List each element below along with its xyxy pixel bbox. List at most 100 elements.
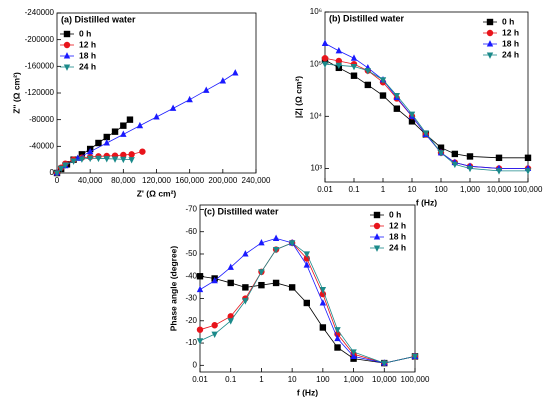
marker <box>242 284 249 291</box>
marker <box>242 250 249 257</box>
plot-frame <box>199 204 416 373</box>
legend-label: 24 h <box>389 242 406 252</box>
x-tick-label: 10 <box>288 375 297 384</box>
marker <box>335 57 343 65</box>
marker <box>288 284 296 291</box>
marker <box>350 72 358 79</box>
marker <box>350 349 357 356</box>
marker <box>373 245 381 252</box>
marker <box>495 168 503 175</box>
marker <box>103 133 110 141</box>
x-tick-label: 0.01 <box>317 185 333 194</box>
y-tick-label: 0 <box>193 360 198 369</box>
marker <box>196 285 204 293</box>
marker <box>258 269 265 276</box>
marker <box>169 104 177 111</box>
marker <box>62 162 69 169</box>
marker <box>350 54 358 61</box>
marker <box>379 92 387 99</box>
marker <box>242 298 249 305</box>
marker <box>196 338 204 345</box>
marker <box>334 327 341 334</box>
y-tick-label: -240000 <box>25 8 55 17</box>
marker <box>232 69 239 76</box>
x-axis-label: f (Hz) <box>297 387 318 397</box>
x-tick-label: 1,000 <box>344 375 365 384</box>
marker <box>319 290 327 298</box>
x-tick-label: 1,000 <box>460 185 481 194</box>
marker <box>227 318 234 325</box>
legend-label: 18 h <box>79 50 96 60</box>
y-tick-label: -20 <box>185 316 197 325</box>
y-tick-label: -80000 <box>29 115 54 124</box>
marker <box>186 95 193 103</box>
marker <box>63 64 71 71</box>
x-tick-label: 10 <box>408 185 417 194</box>
marker <box>111 156 119 163</box>
marker <box>319 299 327 306</box>
y-axis-label: Z'' (Ω cm²) <box>11 72 21 114</box>
marker <box>78 151 86 158</box>
legend-label: 0 h <box>502 16 514 26</box>
marker <box>196 326 204 333</box>
marker <box>451 150 459 158</box>
marker <box>120 151 127 159</box>
marker <box>381 360 388 367</box>
y-tick-label: -40000 <box>29 141 54 150</box>
y-tick-label: -70 <box>185 205 197 214</box>
plot-frame <box>324 11 529 183</box>
marker <box>95 155 102 163</box>
marker <box>203 86 210 93</box>
marker <box>128 151 135 158</box>
marker <box>103 156 110 163</box>
legend-label: 12 h <box>389 220 406 230</box>
x-tick-label: 0.01 <box>192 375 208 384</box>
marker <box>211 322 218 329</box>
marker <box>334 334 341 342</box>
marker <box>153 113 160 120</box>
marker <box>70 158 77 165</box>
y-tick-label: 0 <box>50 168 55 177</box>
marker <box>196 273 204 280</box>
legend-label: 12 h <box>79 39 96 49</box>
x-tick-label: 100 <box>434 185 448 194</box>
marker <box>120 122 127 129</box>
marker <box>379 77 387 84</box>
marker <box>78 156 86 163</box>
x-tick-label: 100,000 <box>514 185 543 194</box>
marker <box>211 331 218 338</box>
marker <box>437 144 445 151</box>
marker <box>258 281 265 289</box>
marker <box>63 30 71 38</box>
marker <box>321 55 329 62</box>
marker <box>136 121 144 129</box>
marker <box>466 165 474 173</box>
marker <box>53 170 61 177</box>
marker <box>63 52 71 59</box>
marker <box>272 279 280 287</box>
x-tick-label: 100,000 <box>401 375 430 384</box>
marker <box>334 344 341 351</box>
x-tick-label: 240,000 <box>242 176 271 185</box>
y-tick-label: 10³ <box>310 164 322 173</box>
marker <box>128 157 135 164</box>
chart-title: (b) Distilled water <box>329 13 405 23</box>
legend-label: 12 h <box>502 27 519 37</box>
y-tick-label: -30 <box>185 294 197 303</box>
marker <box>120 130 127 137</box>
marker <box>111 128 119 135</box>
x-tick-label: 0.1 <box>225 375 237 384</box>
marker <box>422 130 430 137</box>
marker <box>321 61 329 68</box>
y-tick-label: -120000 <box>25 88 55 97</box>
marker <box>486 52 494 59</box>
y-tick-label: 10⁶ <box>310 7 322 16</box>
marker <box>486 40 494 47</box>
marker <box>319 324 327 331</box>
x-tick-label: 1 <box>259 375 264 384</box>
marker <box>86 147 94 155</box>
x-tick-label: 160,000 <box>175 176 204 185</box>
marker <box>393 92 401 100</box>
marker <box>272 246 280 254</box>
